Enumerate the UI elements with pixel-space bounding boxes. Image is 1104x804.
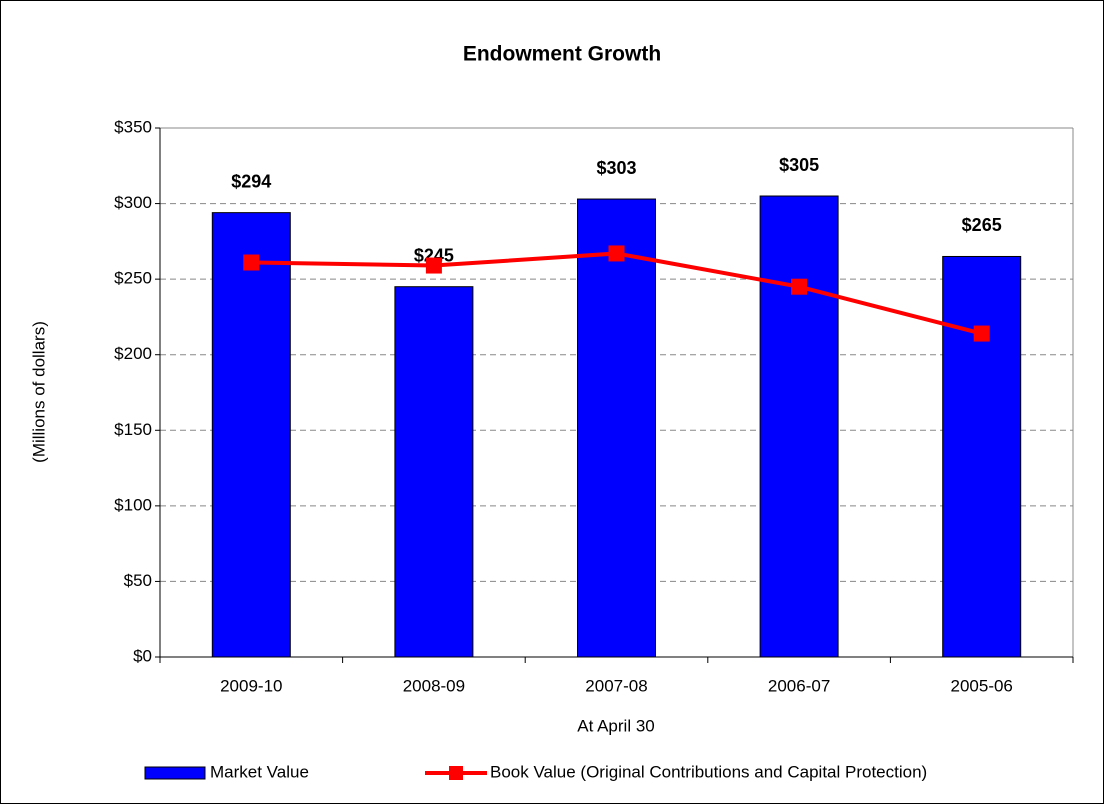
chart-title: Endowment Growth [463,43,661,66]
data-label: $245 [414,245,454,265]
bar [577,198,656,658]
data-label: $294 [231,171,271,191]
x-axis-label: At April 30 [577,716,655,735]
x-tick-label: 2007-08 [585,676,647,695]
y-tick-label: $300 [114,193,152,212]
y-tick-label: $100 [114,495,152,514]
data-label: $305 [779,155,819,175]
bar [759,195,839,658]
y-tick-label: $350 [114,117,152,136]
bar [211,212,291,658]
x-tick-label: 2009-10 [220,676,282,695]
marker [425,257,442,274]
y-tick-label: $150 [114,420,152,439]
y-axis-label: (Millions of dollars) [29,321,48,463]
bar [394,286,474,658]
legend-label: Market Value [210,762,309,781]
marker [973,325,990,342]
legend-swatch [144,766,206,780]
x-tick-label: 2008-09 [403,676,465,695]
y-tick-label: $0 [133,646,152,665]
legend-marker [449,766,463,780]
y-tick-label: $50 [124,571,152,590]
marker [608,245,625,262]
x-tick-label: 2005-06 [951,676,1013,695]
data-label: $303 [596,158,636,178]
bar [942,255,1022,658]
y-tick-label: $200 [114,344,152,363]
y-tick-label: $250 [114,269,152,288]
x-tick-label: 2006-07 [768,676,830,695]
legend-label: Book Value (Original Contributions and C… [490,762,927,781]
data-label: $265 [962,215,1002,235]
marker [243,254,260,271]
marker [791,278,808,295]
